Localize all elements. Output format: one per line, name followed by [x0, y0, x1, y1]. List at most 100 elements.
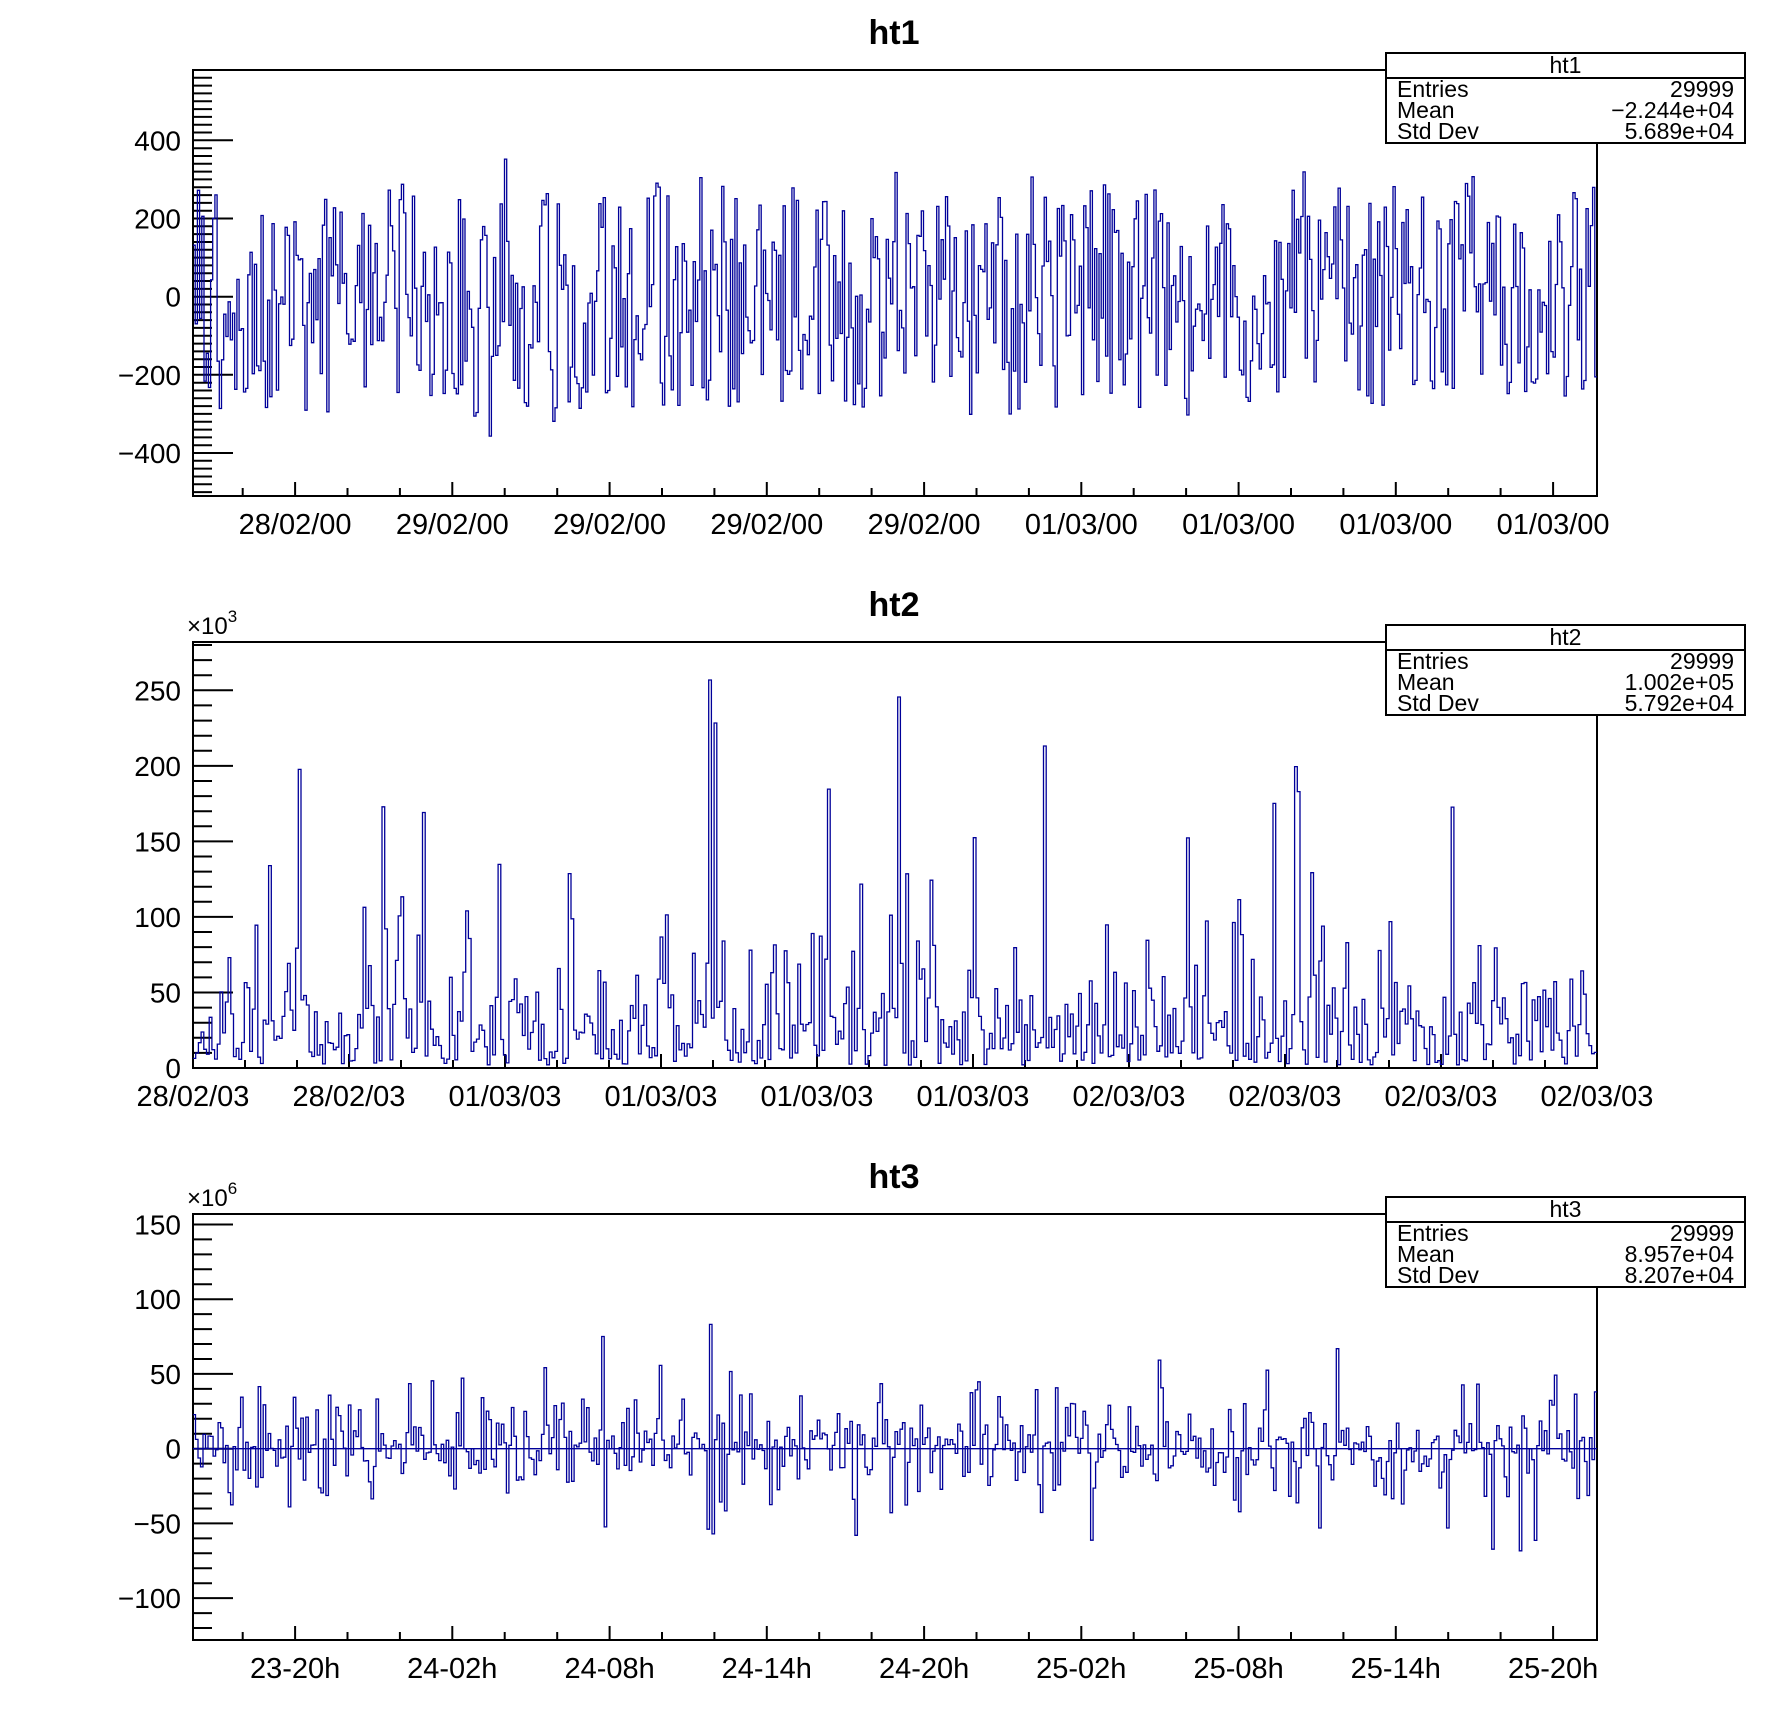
stats-stddev-value: 5.792e+04: [1624, 690, 1734, 716]
x-tick-label: 23-20h: [250, 1653, 340, 1685]
stats-mean-value: 1.002e+05: [1624, 669, 1734, 695]
stats-entries-value: 29999: [1670, 648, 1734, 674]
stats-stddev-row: Std Dev 8.207e+04: [1387, 1262, 1744, 1288]
y-tick-label: −200: [118, 360, 181, 391]
stats-entries-label: Entries: [1397, 76, 1469, 102]
x-tick-label: 01/03/03: [761, 1081, 874, 1113]
y-tick-label: 150: [134, 1210, 181, 1241]
x-tick-label: 01/03/03: [449, 1081, 562, 1113]
x-tick-label: 25-20h: [1508, 1653, 1598, 1685]
x-tick-label: 01/03/00: [1497, 509, 1610, 541]
x-tick-label: 01/03/03: [605, 1081, 718, 1113]
y-axis-exponent: ×103: [187, 607, 237, 640]
stats-row-mean: Mean 8.957e+04: [1387, 1241, 1744, 1267]
pad-ht1: 400 200 0 −200 −400 28/02/00 29/02/00 29/02/00 2…: [0, 0, 1788, 572]
y-tick-label: 400: [134, 125, 181, 156]
stats-mean-value: −2.244e+04: [1611, 97, 1734, 123]
plot-area-ht2[interactable]: 250 200 150 100 50 0 ×103 28/02/03 28/02/03 01/03…: [0, 572, 1788, 1144]
y-tick-label: 150: [134, 826, 181, 857]
x-axis: [192, 1054, 1598, 1068]
x-tick-label: 02/03/03: [1385, 1081, 1498, 1113]
y-tick-label: 200: [134, 204, 181, 235]
x-tick-label: 24-20h: [879, 1653, 969, 1685]
y-axis: [193, 69, 233, 494]
stats-entries-value: 29999: [1670, 76, 1734, 102]
x-tick-label: 25-02h: [1036, 1653, 1126, 1685]
x-tick-label: 29/02/00: [396, 509, 509, 541]
x-axis: [241, 1626, 1555, 1640]
x-tick-label: 29/02/00: [553, 509, 666, 541]
stats-stddev-value: 5.689e+04: [1624, 118, 1734, 144]
y-tick-label: 0: [165, 1053, 181, 1084]
stats-mean-label: Mean: [1397, 1241, 1455, 1267]
plot-area-ht3[interactable]: 150 100 50 0 −50 −100 ×106 23-20h 24-02h 24-08h 24…: [0, 1144, 1788, 1716]
x-tick-label: 28/02/03: [293, 1081, 406, 1113]
stats-entries-value: 29999: [1670, 1220, 1734, 1246]
y-tick-label: 100: [134, 1284, 181, 1315]
stats-row-entries: Entries 29999: [1387, 648, 1744, 674]
stats-stddev-row: Std Dev 5.689e+04: [1387, 118, 1744, 144]
y-axis: [193, 1223, 233, 1629]
histogram-title-ht2: ht2: [868, 586, 920, 624]
histogram-path: [193, 1323, 1597, 1552]
stats-row-mean: Mean −2.244e+04: [1387, 97, 1744, 123]
y-tick-label: 250: [134, 675, 181, 706]
plot-frame: [192, 69, 1598, 497]
stats-mean-value: 8.957e+04: [1624, 1241, 1734, 1267]
x-tick-label: 28/02/03: [137, 1081, 250, 1113]
x-tick-label: 28/02/00: [239, 509, 352, 541]
plot-area-ht1[interactable]: 400 200 0 −200 −400 28/02/00 29/02/00 29/02/00 2…: [0, 0, 1788, 572]
y-tick-label: 0: [165, 1434, 181, 1465]
stats-box-ht1[interactable]: ht1 Entries 29999 Mean −2.244e+04 Std De…: [1385, 52, 1746, 144]
stats-row-entries: Entries 29999: [1387, 76, 1744, 102]
x-tick-label: 02/03/03: [1073, 1081, 1186, 1113]
plot-frame: [192, 1213, 1598, 1641]
x-tick-label: 25-14h: [1351, 1653, 1441, 1685]
x-tick-label: 01/03/00: [1025, 509, 1138, 541]
y-axis-exponent: ×106: [187, 1179, 237, 1212]
y-tick-label: 50: [150, 978, 181, 1009]
x-tick-label: 25-08h: [1193, 1653, 1283, 1685]
stats-mean-label: Mean: [1397, 669, 1455, 695]
stats-entries-label: Entries: [1397, 648, 1469, 674]
stats-stddev-row: Std Dev 5.792e+04: [1387, 690, 1744, 716]
histogram-path: [193, 679, 1597, 1066]
stats-box-ht3[interactable]: ht3 Entries 29999 Mean 8.957e+04 Std Dev…: [1385, 1196, 1746, 1288]
x-tick-label: 01/03/00: [1182, 509, 1295, 541]
stats-title-ht2: ht2: [1387, 626, 1744, 651]
pad-ht3: 150 100 50 0 −50 −100 ×106 23-20h 24-02h 24-08h 24…: [0, 1144, 1788, 1716]
y-tick-label: −100: [118, 1583, 181, 1614]
stats-row-entries: Entries 29999: [1387, 1220, 1744, 1246]
plot-frame: [192, 641, 1598, 1069]
y-tick-label: 0: [165, 282, 181, 313]
y-axis: [193, 644, 233, 1069]
stats-entries-label: Entries: [1397, 1220, 1469, 1246]
x-tick-label: 02/03/03: [1229, 1081, 1342, 1113]
stats-stddev-label: Std Dev: [1397, 118, 1479, 144]
stats-mean-label: Mean: [1397, 97, 1455, 123]
histogram-title-ht3: ht3: [868, 1158, 920, 1196]
x-axis: [241, 482, 1555, 496]
x-tick-label: 24-02h: [407, 1653, 497, 1685]
x-tick-label: 29/02/00: [710, 509, 823, 541]
stats-stddev-label: Std Dev: [1397, 690, 1479, 716]
y-tick-label: 200: [134, 751, 181, 782]
stats-row-mean: Mean 1.002e+05: [1387, 669, 1744, 695]
stats-stddev-label: Std Dev: [1397, 1262, 1479, 1288]
histogram-path: [193, 158, 1597, 437]
stats-box-ht2[interactable]: ht2 Entries 29999 Mean 1.002e+05 Std Dev…: [1385, 624, 1746, 716]
histogram-title-ht1: ht1: [868, 14, 920, 52]
y-tick-label: 100: [134, 902, 181, 933]
y-tick-label: 50: [150, 1359, 181, 1390]
x-tick-label: 01/03/00: [1339, 509, 1452, 541]
pad-ht2: 250 200 150 100 50 0 ×103 28/02/03 28/02/03 01/03…: [0, 572, 1788, 1144]
y-tick-label: −50: [134, 1508, 182, 1539]
stats-title-ht3: ht3: [1387, 1198, 1744, 1223]
x-tick-label: 02/03/03: [1541, 1081, 1654, 1113]
x-tick-label: 29/02/00: [868, 509, 981, 541]
y-tick-label: −400: [118, 438, 181, 469]
stats-title-ht1: ht1: [1387, 54, 1744, 79]
stats-stddev-value: 8.207e+04: [1624, 1262, 1734, 1288]
x-tick-label: 24-14h: [722, 1653, 812, 1685]
